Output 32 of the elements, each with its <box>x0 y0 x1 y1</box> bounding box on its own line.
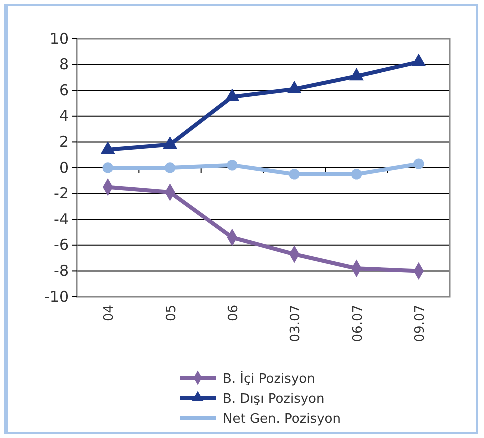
y-tick-label: 6 <box>59 81 69 100</box>
legend-label: B. Dışı Pozisyon <box>223 392 325 407</box>
y-tick-label: -6 <box>54 236 69 254</box>
point <box>227 160 238 171</box>
point <box>289 169 300 180</box>
x-tick-label: 06.07 <box>350 305 366 342</box>
point <box>100 142 116 154</box>
point <box>164 162 176 174</box>
y-tick-label: -2 <box>54 184 69 203</box>
y-tick-label: 0 <box>59 158 69 177</box>
y-tick-label: -4 <box>54 210 69 228</box>
x-tick-label: 06 <box>226 305 242 322</box>
point <box>102 162 114 174</box>
x-tick-label: 05 <box>164 305 180 322</box>
point <box>225 88 240 102</box>
point <box>350 68 364 81</box>
point <box>412 54 426 66</box>
y-tick-label: 4 <box>59 107 69 126</box>
y-tick-label: 10 <box>50 30 69 48</box>
point <box>351 169 362 180</box>
legend-label: B. İçi Pozisyon <box>223 371 316 387</box>
point <box>287 80 302 94</box>
y-tick-label: 8 <box>59 56 69 74</box>
y-tick-label: 2 <box>59 133 69 151</box>
y-tick-label: -8 <box>54 262 69 280</box>
point <box>414 158 424 170</box>
y-tick-label: -10 <box>44 288 69 306</box>
point <box>163 136 178 149</box>
x-tick-label: 09.07 <box>412 305 428 342</box>
x-tick-label: 03.07 <box>288 305 304 342</box>
x-tick-label: 04 <box>102 305 118 322</box>
legend-label: Net Gen. Pozisyon <box>223 412 341 427</box>
